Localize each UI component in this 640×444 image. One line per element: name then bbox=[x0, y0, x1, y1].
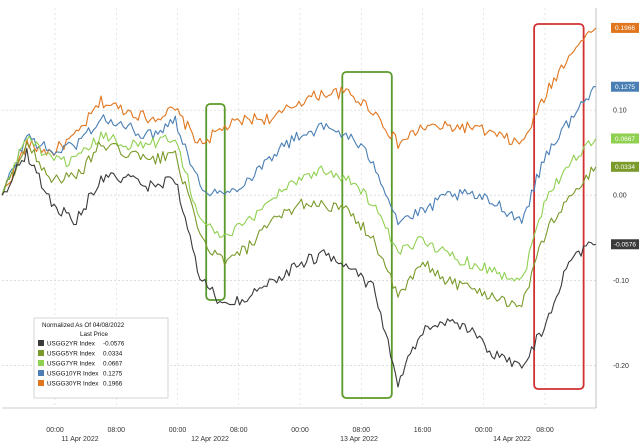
last-price-label: 0.0334 bbox=[615, 164, 635, 171]
grid bbox=[2, 8, 596, 408]
legend-value-usgg30yr: 0.1966 bbox=[103, 381, 123, 388]
series-line-usgg30yr-index bbox=[1, 27, 597, 196]
y-tick-label: 0.10 bbox=[613, 108, 627, 115]
legend-swatch-usgg2yr bbox=[38, 340, 44, 346]
series-lines bbox=[1, 27, 597, 388]
last-price-badge bbox=[611, 81, 639, 92]
series-line-usgg2yr-index bbox=[1, 147, 597, 388]
legend-value-usgg7yr: 0.0667 bbox=[103, 361, 123, 368]
y-tick-label: -0.20 bbox=[613, 363, 629, 370]
highlight-box bbox=[533, 23, 585, 390]
last-price-badge bbox=[611, 133, 639, 144]
last-price-label: -0.0576 bbox=[614, 242, 636, 249]
highlight-box bbox=[341, 71, 393, 399]
x-tick-label: 08:00 bbox=[352, 427, 370, 434]
legend-box bbox=[33, 317, 169, 399]
y-tick-label: 0.00 bbox=[613, 193, 627, 200]
legend-name-usgg10yr: USGG10YR Index bbox=[47, 371, 99, 378]
legend-title: Normalized As Of 04/08/2022 bbox=[42, 322, 125, 329]
x-date-label: 12 Apr 2022 bbox=[191, 436, 229, 443]
x-tick-label: 16:00 bbox=[414, 427, 432, 434]
x-tick-label: 08:00 bbox=[230, 427, 248, 434]
highlight-boxes bbox=[205, 23, 585, 399]
legend-value-usgg2yr: -0.0576 bbox=[103, 341, 125, 348]
series-line-usgg7yr-index bbox=[1, 131, 597, 282]
last-price-badge bbox=[611, 161, 639, 172]
y-tick-label: -0.10 bbox=[613, 278, 629, 285]
legend-subtitle: Last Price bbox=[80, 331, 108, 338]
x-tick-label: 00:00 bbox=[169, 427, 187, 434]
x-date-label: 14 Apr 2022 bbox=[493, 436, 531, 443]
last-price-badge bbox=[611, 239, 639, 250]
series-line-usgg5yr-index bbox=[1, 141, 597, 308]
x-tick-label: 00:00 bbox=[46, 427, 64, 434]
legend-name-usgg5yr: USGG5YR Index bbox=[47, 351, 96, 358]
legend-name-usgg7yr: USGG7YR Index bbox=[47, 361, 96, 368]
x-tick-label: 08:00 bbox=[107, 427, 125, 434]
legend-name-usgg30yr: USGG30YR Index bbox=[47, 381, 99, 388]
last-price-label: 0.1275 bbox=[615, 84, 635, 91]
x-tick-label: 00:00 bbox=[291, 427, 309, 434]
legend-swatch-usgg5yr bbox=[38, 350, 44, 356]
y-axis: 0.10 0.00 -0.10 -0.20 bbox=[595, 8, 629, 408]
legend-value-usgg10yr: 0.1275 bbox=[103, 371, 123, 378]
x-axis: 00:00 08:00 00:00 08:00 00:00 08:00 16:00 00:00… bbox=[2, 407, 596, 443]
legend-name-usgg2yr: USGG2YR Index bbox=[47, 341, 96, 348]
legend-swatch-usgg7yr bbox=[38, 360, 44, 366]
legend-swatch-usgg10yr bbox=[38, 370, 44, 376]
x-tick-label: 00:00 bbox=[475, 427, 493, 434]
legend: Normalized As Of 04/08/2022 Last Price U… bbox=[33, 317, 169, 399]
x-tick-label: 08:00 bbox=[536, 427, 554, 434]
x-date-label: 13 Apr 2022 bbox=[340, 436, 378, 443]
legend-value-usgg5yr: 0.0334 bbox=[103, 351, 123, 358]
legend-swatch-usgg30yr bbox=[38, 380, 44, 386]
last-price-badges: 0.1966 0.1275 0.0667 0.0334 -0.0576 bbox=[611, 22, 639, 250]
last-price-label: 0.1966 bbox=[615, 25, 635, 32]
last-price-label: 0.0667 bbox=[615, 136, 635, 143]
highlight-box bbox=[205, 103, 226, 301]
series-line-usgg10yr-index bbox=[1, 86, 596, 226]
x-date-label: 11 Apr 2022 bbox=[61, 436, 98, 443]
last-price-badge bbox=[611, 22, 639, 33]
